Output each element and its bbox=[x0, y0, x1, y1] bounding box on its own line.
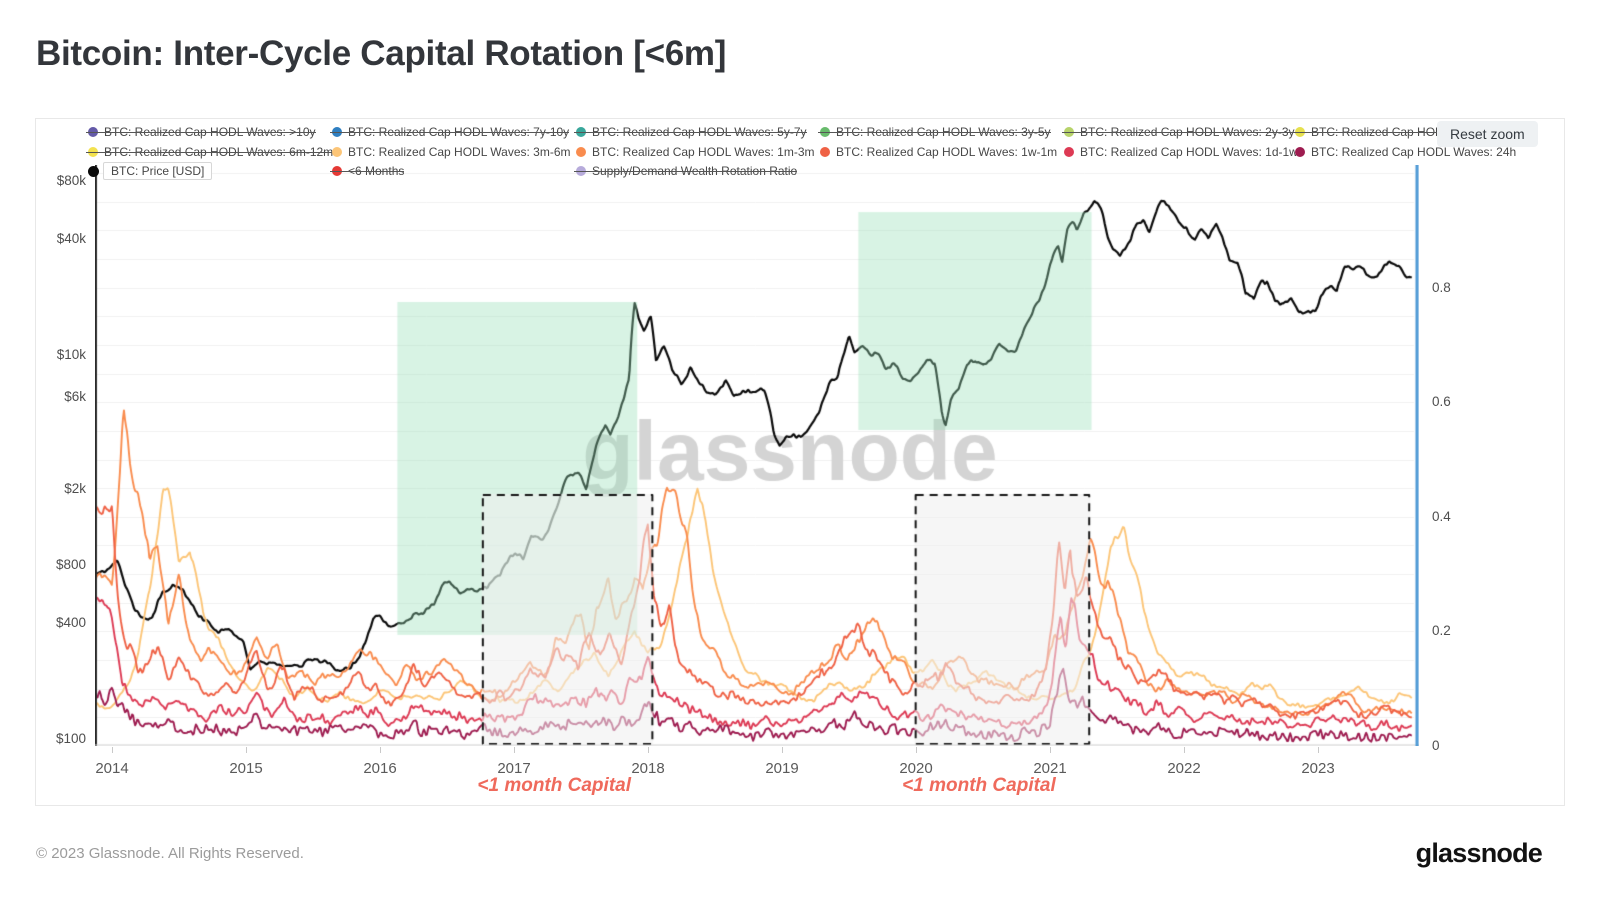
y-axis-right-tick: 0.2 bbox=[1432, 623, 1451, 639]
legend-marker-icon bbox=[576, 146, 586, 157]
legend-item-label: BTC: Realized Cap HODL Waves: 5y-7y bbox=[592, 125, 807, 139]
annotation-1-month-capital: <1 month Capital bbox=[902, 775, 1056, 796]
y-axis-left-tick: $400 bbox=[55, 615, 86, 631]
legend-item[interactable]: BTC: Realized Cap HODL Waves: 1w-1m bbox=[820, 144, 1057, 160]
legend-item[interactable]: BTC: Realized Cap HODL Waves: 24h bbox=[1295, 144, 1516, 160]
legend-item-label: BTC: Realized Cap HODL Waves: 1m-3m bbox=[592, 144, 815, 159]
y-axis-left-tick: $10k bbox=[56, 346, 86, 362]
copyright-text: © 2023 Glassnode. All Rights Reserved. bbox=[36, 845, 304, 862]
legend-marker-icon bbox=[576, 166, 586, 176]
x-axis-tickmark bbox=[380, 747, 381, 753]
legend-marker-icon bbox=[576, 127, 586, 137]
legend-marker-icon bbox=[88, 146, 98, 157]
legend-item[interactable]: <6 Months bbox=[329, 163, 405, 179]
legend-item[interactable]: BTC: Realized Cap HODL Waves: >10y bbox=[86, 124, 316, 140]
y-axis-left-tick: $2k bbox=[64, 480, 86, 496]
y-axis-left-tick: $6k bbox=[64, 389, 86, 405]
legend-marker-icon bbox=[820, 127, 830, 137]
x-axis-tick: 2016 bbox=[363, 760, 397, 777]
legend-item-label: BTC: Realized Cap HODL Waves: 3m-6m bbox=[348, 144, 571, 159]
x-axis-tickmark bbox=[782, 747, 783, 753]
legend-item[interactable]: Supply/Demand Wealth Rotation Ratio bbox=[573, 163, 798, 179]
y-axis-left-tick: $40k bbox=[56, 230, 86, 246]
legend-item[interactable]: BTC: Realized Cap HODL Waves: 3m-6m bbox=[332, 144, 571, 160]
y-axis-right-tick: 0.4 bbox=[1432, 508, 1451, 524]
legend-item[interactable]: BTC: Realized Cap HODL Waves: 1d-1w bbox=[1064, 144, 1298, 160]
x-axis-tickmark bbox=[1318, 747, 1319, 753]
legend-marker-icon bbox=[88, 165, 99, 177]
glassnode-logo: glassnode bbox=[1415, 838, 1543, 868]
x-axis-tick: 2020 bbox=[899, 760, 933, 777]
legend-item-label: BTC: Realized Cap HODL Waves: 7y-10y bbox=[348, 125, 570, 139]
x-axis-tick: 2022 bbox=[1167, 760, 1201, 777]
legend-item-label: BTC: Price [USD] bbox=[111, 164, 205, 178]
legend-marker-icon bbox=[332, 166, 342, 176]
x-axis-tick: 2018 bbox=[631, 760, 665, 777]
x-axis-tickmark bbox=[1184, 747, 1185, 753]
legend-item-label: BTC: Realized Cap HODL Waves: >10y bbox=[104, 125, 316, 139]
page-title: Bitcoin: Inter-Cycle Capital Rotation [<… bbox=[36, 34, 727, 73]
legend-item[interactable]: BTC: Realized Cap HODL Waves: 1m-3m bbox=[576, 144, 815, 160]
legend-marker-icon bbox=[1064, 146, 1074, 157]
y-axis-right-tick: 0.6 bbox=[1432, 394, 1451, 410]
legend-marker-icon bbox=[332, 127, 342, 137]
x-axis-tickmark bbox=[246, 747, 247, 753]
x-axis-tickmark bbox=[648, 747, 649, 753]
price-legend-chip: BTC: Price [USD] bbox=[103, 162, 213, 180]
x-axis-tick: 2014 bbox=[95, 760, 129, 777]
y-axis-right-tick: 0.8 bbox=[1432, 279, 1451, 295]
legend-item-label: BTC: Realized Cap HODL Waves: 2y-3y bbox=[1080, 125, 1295, 139]
legend-item[interactable]: BTC: Price [USD] bbox=[88, 162, 213, 180]
reset-zoom-button[interactable]: Reset zoom bbox=[1437, 121, 1538, 147]
y-axis-right-tick: 0 bbox=[1432, 738, 1440, 753]
y-axis-left-tick: $800 bbox=[55, 557, 86, 573]
legend-marker-icon bbox=[1295, 146, 1305, 157]
x-axis-tick: 2019 bbox=[765, 760, 799, 777]
x-axis-tickmark bbox=[916, 747, 917, 753]
legend-item-label: BTC: Realized Cap HODL Waves: 24h bbox=[1311, 144, 1517, 159]
y-axis-left-tick: $80k bbox=[56, 173, 86, 188]
legend-item-label: BTC: Realized Cap HODL Waves: 3y-5y bbox=[836, 125, 1051, 139]
legend-marker-icon bbox=[88, 127, 98, 137]
legend-item-label: BTC: Realized Cap HODL Waves: 1d-1w bbox=[1080, 144, 1298, 159]
x-axis-tickmark bbox=[1050, 747, 1051, 753]
y-axis-left-tick: $100 bbox=[55, 730, 86, 746]
legend-marker-icon bbox=[1295, 127, 1305, 137]
legend-item[interactable]: BTC: Realized Cap HODL Waves: 3y-5y bbox=[818, 124, 1051, 140]
x-axis-tickmark bbox=[514, 747, 515, 753]
legend-item-label: BTC: Realized Cap HODL Waves: 1w-1m bbox=[836, 144, 1058, 159]
legend-marker-icon bbox=[1064, 127, 1074, 137]
legend-item[interactable]: BTC: Realized Cap HODL Waves: 6m-12m bbox=[85, 144, 334, 160]
legend-item[interactable]: BTC: Realized Cap HODL Waves: 2y-3y bbox=[1062, 124, 1295, 140]
legend-item[interactable]: BTC: Realized Cap HODL Waves: 7y-10y bbox=[329, 124, 570, 140]
legend-item[interactable]: BTC: Realized Cap HODL Waves: 5y-7y bbox=[574, 124, 807, 140]
x-axis-tickmark bbox=[112, 747, 113, 753]
chart-plot-area[interactable] bbox=[95, 165, 1419, 746]
x-axis-tick: 2015 bbox=[229, 760, 263, 777]
legend-item-label: Supply/Demand Wealth Rotation Ratio bbox=[592, 164, 798, 178]
x-axis-tick: 2017 bbox=[497, 760, 531, 777]
legend-marker-icon bbox=[820, 146, 830, 157]
legend-marker-icon bbox=[332, 146, 342, 157]
annotation-1-month-capital: <1 month Capital bbox=[477, 775, 631, 796]
x-axis-tick: 2023 bbox=[1301, 760, 1335, 777]
legend-item-label: <6 Months bbox=[348, 164, 405, 178]
x-axis-tick: 2021 bbox=[1033, 760, 1067, 777]
legend-item-label: BTC: Realized Cap HODL Waves: 6m-12m bbox=[104, 144, 334, 159]
